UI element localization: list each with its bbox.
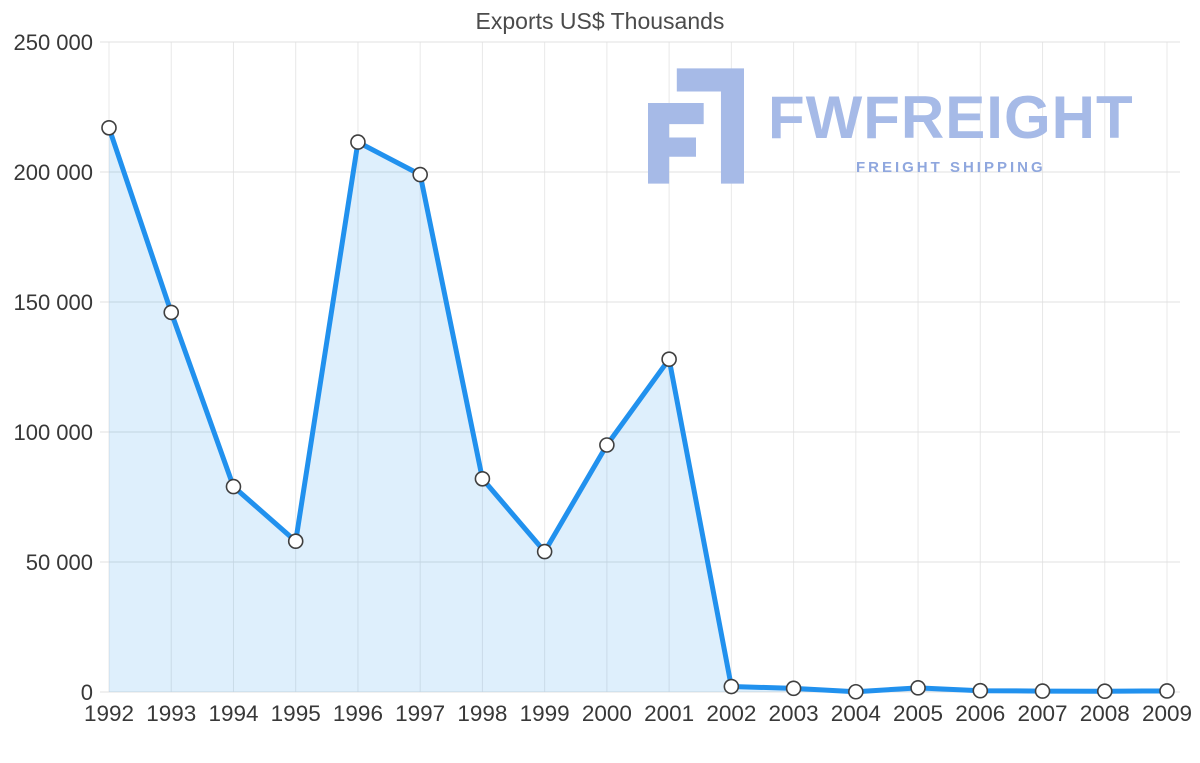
y-axis-tick-label: 250 000 [13,30,93,55]
x-axis-tick-label: 1999 [520,701,570,726]
data-point-marker [599,437,615,453]
x-axis-tick-label: 2006 [955,701,1005,726]
series-line [106,125,1170,695]
data-point-marker [412,166,428,183]
x-axis-tick-label: 2002 [706,701,756,726]
x-axis-tick-label: 1995 [271,701,321,726]
x-axis-tick-label: 2008 [1080,701,1130,726]
data-point-marker [163,304,180,321]
data-point-marker [350,134,366,150]
x-axis-tick-label: 2004 [831,701,881,726]
x-axis-tick-label: 1996 [333,701,383,726]
data-point-marker [661,351,677,368]
data-point-marker [287,533,304,550]
x-axis-tick-label: 1997 [395,701,445,726]
x-axis-tick-label: 2005 [893,701,943,726]
data-point-marker [1034,683,1051,699]
x-axis-tick-label: 2001 [644,701,694,726]
x-axis-tick-label: 1992 [84,701,134,726]
x-axis-tick-label: 1994 [208,701,258,726]
data-point-marker [1159,683,1175,699]
x-axis-tick-label: 2009 [1142,701,1192,726]
data-point-marker [474,470,491,487]
data-point-marker [723,678,740,695]
y-axis-tick-label: 0 [81,680,93,705]
series-area-fill [109,127,1167,693]
data-point-marker [972,682,989,699]
x-axis-tick-label: 1993 [146,701,196,726]
chart-title: Exports US$ Thousands [475,8,725,34]
y-axis-tick-label: 100 000 [13,420,93,445]
y-axis-tick-label: 50 000 [26,550,93,575]
x-axis-tick-label: 1998 [457,701,507,726]
x-axis-tick-label: 2000 [582,701,632,726]
data-point-marker [1096,683,1113,700]
data-point-marker [225,478,242,495]
x-axis-tick-label: 2003 [769,701,819,726]
y-axis-tick-label: 150 000 [13,290,93,315]
data-point-marker [536,543,553,560]
data-point-marker [785,680,802,697]
data-point-marker [101,120,117,136]
data-point-marker [848,683,864,700]
y-axis-tick-label: 200 000 [13,160,93,185]
x-axis-tick-label: 2007 [1017,701,1067,726]
data-point-marker [910,680,926,696]
